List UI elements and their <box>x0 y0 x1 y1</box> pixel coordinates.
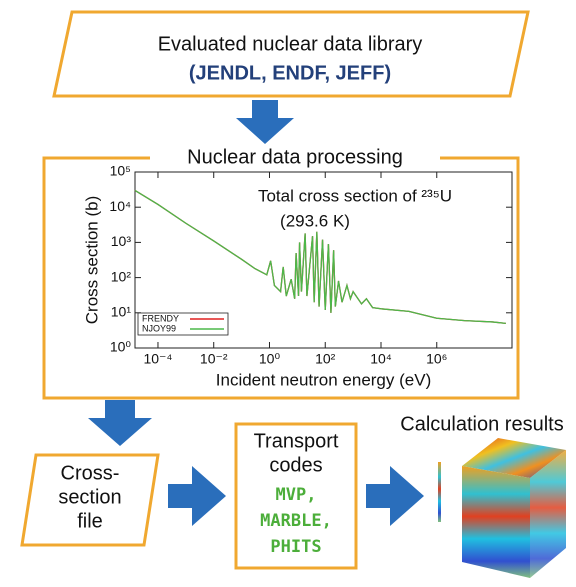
y-axis-label: Cross section (b) <box>82 196 101 324</box>
code-name: PHITS <box>270 537 321 557</box>
file-label: file <box>77 510 103 532</box>
arrow <box>236 100 294 144</box>
arrow <box>88 400 152 446</box>
x-tick-label: 10⁻² <box>200 351 228 367</box>
file-label: Cross- <box>61 462 120 484</box>
result-image <box>438 438 566 578</box>
x-axis-label: Incident neutron energy (eV) <box>216 370 431 389</box>
y-tick-label: 10⁰ <box>110 339 132 355</box>
data-line <box>134 189 506 325</box>
transport-title: codes <box>269 454 322 476</box>
arrow <box>366 466 424 526</box>
y-tick-label: 10⁴ <box>109 198 131 214</box>
processing-title: Nuclear data processing <box>187 146 403 168</box>
legend-label: NJOY99 <box>142 323 176 333</box>
processing-box <box>42 156 520 400</box>
y-tick-label: 10² <box>111 268 132 284</box>
chart-subtitle: (293.6 K) <box>280 211 350 230</box>
y-tick-label: 10⁵ <box>110 163 131 179</box>
code-name: MVP, <box>276 485 317 505</box>
y-tick-label: 10¹ <box>111 304 132 320</box>
y-tick-label: 10³ <box>111 233 132 249</box>
legend-label: FRENDY <box>142 313 179 323</box>
library-box <box>52 10 530 98</box>
code-name: MARBLE, <box>260 511 332 531</box>
library-names: (JENDL, ENDF, JEFF) <box>189 62 391 84</box>
chart-title: Total cross section of ²³⁵U <box>258 186 452 205</box>
transport-title: Transport <box>254 430 339 452</box>
x-tick-label: 10⁻⁴ <box>143 351 172 367</box>
library-title: Evaluated nuclear data library <box>158 33 423 55</box>
x-tick-label: 10⁶ <box>426 351 447 367</box>
x-tick-label: 10² <box>315 351 336 367</box>
x-tick-label: 10⁴ <box>370 351 392 367</box>
transport-box <box>234 422 358 570</box>
chart: 10⁰ 10¹ 10² 10³ 10⁴ 10⁵ 10⁻⁴ 10⁻² 10⁰ 10² 10⁴ 10⁶ In… <box>82 163 513 389</box>
arrow <box>168 466 226 526</box>
results-title: Calculation results <box>400 413 563 435</box>
x-tick-label: 10⁰ <box>259 351 281 367</box>
file-box <box>20 453 160 547</box>
file-label: section <box>58 486 121 508</box>
